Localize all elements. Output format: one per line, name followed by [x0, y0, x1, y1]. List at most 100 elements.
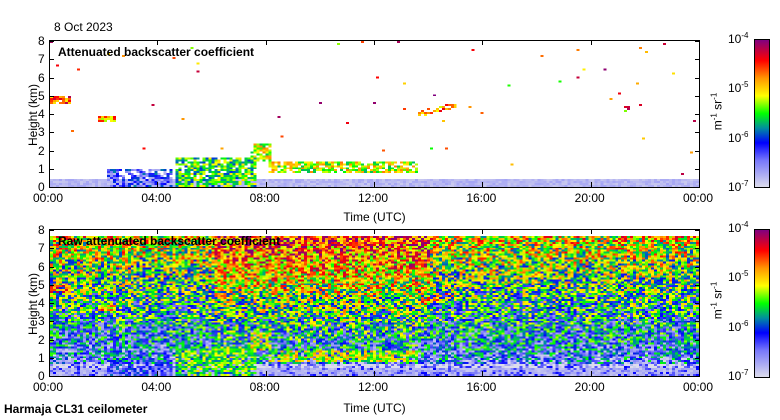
- x-tick-mark: [482, 371, 484, 377]
- x-tick-mark: [49, 371, 50, 377]
- y-tick-mark: [695, 150, 700, 152]
- x-tick-mark: [590, 229, 592, 234]
- panel-title: Attenuated backscatter coefficient: [58, 45, 255, 59]
- x-tick-mark: [374, 40, 375, 45]
- y-tick-mark: [49, 95, 54, 97]
- x-tick-mark: [699, 40, 700, 45]
- colorbar-tick-base: 10: [728, 81, 742, 96]
- x-tick-label: 08:00: [249, 380, 280, 394]
- unit-exp: -1: [709, 281, 719, 289]
- x-tick-label: 12:00: [358, 380, 389, 394]
- y-tick-mark: [49, 357, 54, 359]
- y-tick-mark: [695, 303, 700, 304]
- y-tick-mark: [695, 168, 700, 170]
- x-tick-mark: [699, 371, 700, 377]
- x-tick-mark: [157, 182, 159, 188]
- x-tick-mark: [265, 371, 267, 377]
- y-tick-mark: [49, 230, 54, 231]
- colorbar-tick-label: 10-7: [728, 368, 748, 383]
- colorbar-tick-label: 10-7: [728, 179, 748, 194]
- unit-exp: -1: [709, 113, 719, 121]
- unit-m: m: [710, 309, 725, 320]
- x-tick-mark: [49, 40, 50, 45]
- y-tick-label: 1: [38, 161, 45, 176]
- x-tick-mark: [699, 182, 700, 188]
- colorbar-tick-label: 10-4: [728, 31, 748, 46]
- x-axis-label: Time (UTC): [343, 401, 406, 415]
- colorbar-tick-exponent: -6: [741, 318, 749, 328]
- x-tick-mark: [157, 229, 159, 234]
- raw-backscatter-panel: Raw attenuated backscatter coefficient: [49, 229, 700, 377]
- y-tick-label: 8: [38, 223, 45, 237]
- x-tick-mark: [265, 182, 267, 188]
- y-tick-label: 3: [38, 314, 45, 329]
- colorbar-tick-exponent: -7: [741, 368, 749, 377]
- y-tick-label: 7: [38, 52, 45, 67]
- x-tick-label: 00:00: [683, 191, 714, 205]
- backscatter-panel: Attenuated backscatter coefficient: [49, 40, 700, 188]
- y-tick-mark: [49, 303, 54, 304]
- x-tick-mark: [482, 40, 484, 45]
- date-label: 8 Oct 2023: [54, 20, 113, 34]
- y-tick-label: 6: [38, 70, 45, 85]
- y-tick-label: 0: [38, 180, 45, 194]
- y-tick-mark: [695, 132, 700, 134]
- y-tick-label: 7: [38, 241, 45, 256]
- y-tick-mark: [49, 168, 54, 170]
- x-tick-mark: [157, 371, 159, 377]
- x-tick-mark: [49, 229, 50, 234]
- x-tick-label: 16:00: [466, 191, 497, 205]
- y-tick-mark: [695, 187, 700, 188]
- y-tick-label: 3: [38, 125, 45, 140]
- x-tick-label: 20:00: [574, 191, 605, 205]
- unit-exp: -1: [709, 302, 719, 310]
- instrument-label: Harmaja CL31 ceilometer: [4, 402, 148, 416]
- y-tick-mark: [49, 132, 54, 134]
- colorbar-tick-base: 10: [728, 221, 742, 235]
- colorbar-tick-base: 10: [728, 130, 742, 145]
- y-tick-label: 2: [38, 143, 45, 158]
- y-tick-mark: [695, 376, 700, 377]
- y-tick-mark: [49, 114, 54, 115]
- unit-exp: -1: [709, 92, 719, 100]
- x-tick-label: 20:00: [574, 380, 605, 394]
- colorbar-tick-base: 10: [728, 32, 742, 46]
- unit-m: m: [710, 120, 725, 131]
- x-tick-mark: [374, 229, 375, 234]
- x-tick-label: 16:00: [466, 380, 497, 394]
- x-tick-label: 00:00: [33, 380, 64, 394]
- x-tick-mark: [374, 182, 375, 188]
- y-tick-label: 1: [38, 350, 45, 365]
- y-tick-mark: [695, 41, 700, 42]
- x-tick-label: 04:00: [141, 191, 172, 205]
- x-tick-mark: [157, 40, 159, 45]
- x-tick-label: 12:00: [358, 191, 389, 205]
- y-tick-mark: [695, 95, 700, 97]
- x-tick-label: 04:00: [141, 380, 172, 394]
- x-tick-mark: [590, 371, 592, 377]
- colorbar-tick-base: 10: [728, 369, 742, 383]
- colorbar: [754, 39, 770, 188]
- y-tick-mark: [695, 266, 700, 268]
- colorbar-tick-base: 10: [728, 319, 742, 334]
- y-tick-label: 5: [38, 277, 45, 292]
- colorbar: [754, 229, 770, 378]
- y-tick-mark: [695, 357, 700, 359]
- x-tick-mark: [49, 182, 50, 188]
- y-tick-mark: [695, 114, 700, 115]
- x-tick-mark: [482, 229, 484, 234]
- y-tick-label: 0: [38, 369, 45, 383]
- colorbar-tick-base: 10: [728, 180, 742, 194]
- colorbar-tick-exponent: -6: [741, 129, 749, 139]
- colorbar-tick-exponent: -4: [741, 220, 749, 229]
- y-tick-mark: [695, 59, 700, 61]
- x-tick-mark: [374, 371, 375, 377]
- unit-sr: sr: [710, 99, 725, 110]
- x-axis-label: Time (UTC): [343, 210, 406, 224]
- y-tick-mark: [695, 230, 700, 231]
- x-tick-label: 00:00: [683, 380, 714, 394]
- colorbar-tick-base: 10: [728, 270, 742, 285]
- y-tick-mark: [695, 77, 700, 79]
- y-tick-mark: [695, 339, 700, 341]
